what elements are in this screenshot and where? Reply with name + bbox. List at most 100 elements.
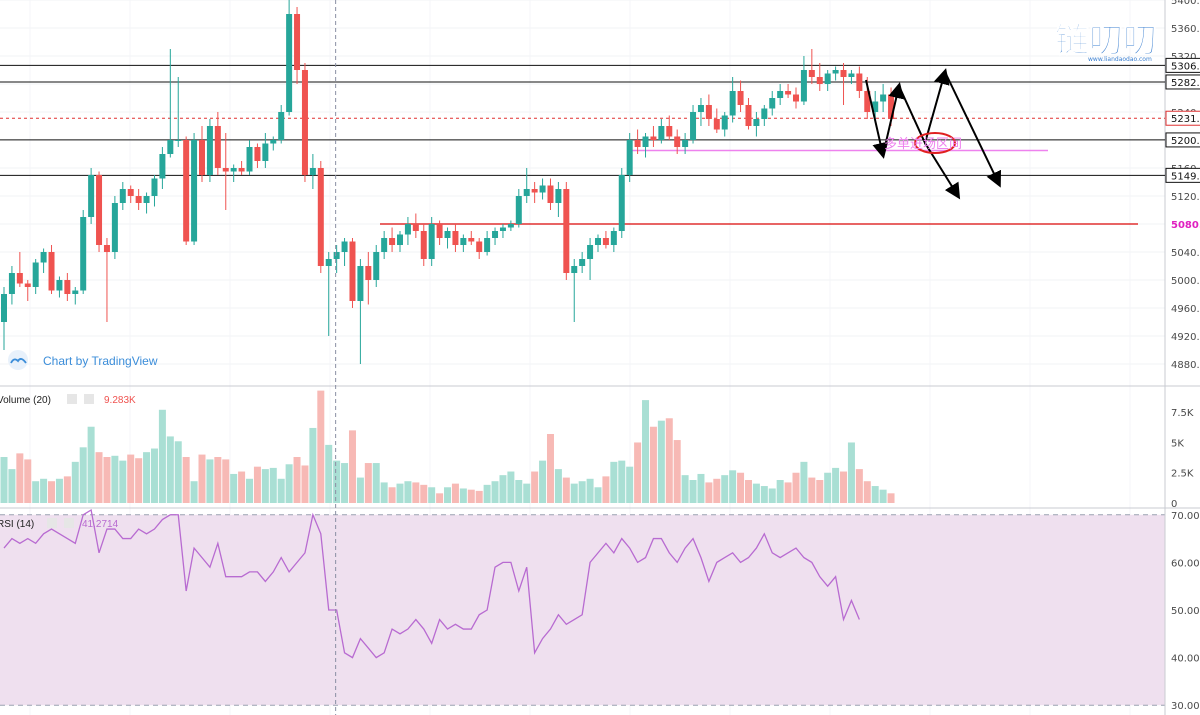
price-level-box	[1165, 167, 1200, 183]
volume-legend-value: 9.283K	[104, 395, 136, 406]
volume-bar	[325, 444, 333, 503]
rsi-tick-label: 50.00	[1171, 606, 1200, 617]
candle-body	[800, 70, 807, 102]
logo-text: 链叨叨	[1055, 21, 1157, 61]
candle-body	[412, 224, 419, 231]
volume-bar	[855, 469, 863, 503]
candle-body	[404, 224, 411, 235]
volume-bar	[570, 483, 578, 503]
candle-body	[40, 252, 47, 263]
candle-body	[618, 175, 625, 231]
volume-bar	[356, 477, 364, 503]
price-tick-label: 4920.0	[1171, 332, 1200, 343]
candle-body	[602, 238, 609, 245]
price-level-label: 5231.1	[1171, 114, 1200, 125]
volume-bar	[341, 463, 349, 503]
candle-body	[729, 91, 736, 116]
volume-bar	[847, 442, 855, 503]
candle-body	[389, 238, 396, 245]
candle-body	[864, 91, 871, 112]
volume-bar	[673, 440, 681, 503]
candle-body	[697, 105, 704, 112]
volume-bar	[150, 448, 158, 503]
candle-body	[436, 224, 443, 238]
price-tick-label: 5320.0	[1171, 52, 1200, 63]
tradingview-label[interactable]: Chart by TradingView	[43, 354, 158, 368]
projection-arrow-5	[944, 71, 1001, 188]
price-tick-label: 4880.0	[1171, 360, 1200, 371]
candle-body	[547, 185, 554, 203]
volume-bar	[578, 481, 586, 503]
volume-tick-label: 7.5K	[1171, 408, 1194, 419]
tradingview-badge[interactable]: Chart by TradingView	[8, 350, 158, 370]
volume-bar	[412, 482, 420, 503]
volume-bar	[832, 467, 840, 503]
rsi-tick-label: 30.00	[1171, 701, 1200, 712]
rsi-tick-label: 60.00	[1171, 558, 1200, 569]
volume-bar	[214, 457, 222, 503]
candle-body	[96, 175, 103, 245]
candle-body	[151, 178, 158, 196]
volume-bar	[610, 461, 618, 503]
volume-bar	[103, 457, 111, 503]
volume-bar	[459, 488, 467, 503]
volume-bar	[0, 457, 8, 503]
volume-bar	[507, 471, 515, 503]
tradingview-wave-icon	[10, 358, 27, 364]
volume-bar	[744, 480, 752, 503]
candle-body	[682, 140, 689, 147]
volume-bar	[824, 472, 832, 503]
candle-body	[365, 266, 372, 280]
volume-bar	[523, 483, 531, 503]
volume-bar	[451, 483, 459, 503]
volume-bar	[380, 482, 388, 503]
candle-body	[286, 14, 293, 112]
volume-bar	[816, 480, 824, 503]
volume-bar	[681, 475, 689, 503]
price-tick-label: 5040.0	[1171, 248, 1200, 259]
price-level-label: 5306.6	[1171, 61, 1200, 72]
volume-bar	[697, 473, 705, 503]
close-icon[interactable]	[64, 518, 74, 528]
close-icon[interactable]	[84, 394, 94, 404]
candle-body	[658, 126, 665, 140]
candle-body	[175, 140, 182, 141]
rsi-tick-label: 40.00	[1171, 654, 1200, 665]
volume-bar	[404, 481, 412, 503]
rsi-legend-name: RSI (14)	[0, 519, 34, 530]
candle-body	[690, 112, 697, 140]
volume-bar	[665, 418, 673, 503]
candle-body	[769, 98, 776, 109]
volume-bar	[253, 466, 261, 503]
price-level-box	[1165, 57, 1200, 73]
volume-bar	[539, 460, 547, 503]
candle-body	[309, 168, 316, 175]
volume-bar	[729, 470, 737, 503]
candle-body	[357, 266, 364, 301]
volume-bar	[792, 472, 800, 503]
drawings: 多单进场区间	[865, 68, 1001, 200]
settings-icon[interactable]	[47, 518, 57, 528]
settings-icon[interactable]	[67, 394, 77, 404]
volume-bar	[887, 493, 895, 503]
candle-body	[840, 70, 847, 77]
liandaodao-logo: 链叨叨 www.liandaodao.com	[1055, 21, 1158, 64]
candlestick-series	[1, 0, 895, 364]
volume-bar	[261, 469, 269, 503]
candle-body	[206, 126, 213, 175]
volume-bar	[737, 472, 745, 503]
candle-body	[642, 136, 649, 147]
candle-body	[563, 189, 570, 273]
price-axis: 4880.0 4920.0 4960.0 5000.0 5040.0 5080.0 5120…	[1171, 0, 1200, 371]
volume-bar	[55, 478, 63, 503]
volume-bar	[95, 452, 103, 503]
price-level-box	[1166, 217, 1200, 231]
candle-body	[452, 231, 459, 245]
candle-body	[167, 140, 174, 154]
candle-body	[499, 227, 506, 231]
price-level-label: 5080.0	[1171, 220, 1200, 231]
candle-body	[777, 91, 784, 98]
price-tick-label: 5120.0	[1171, 192, 1200, 203]
